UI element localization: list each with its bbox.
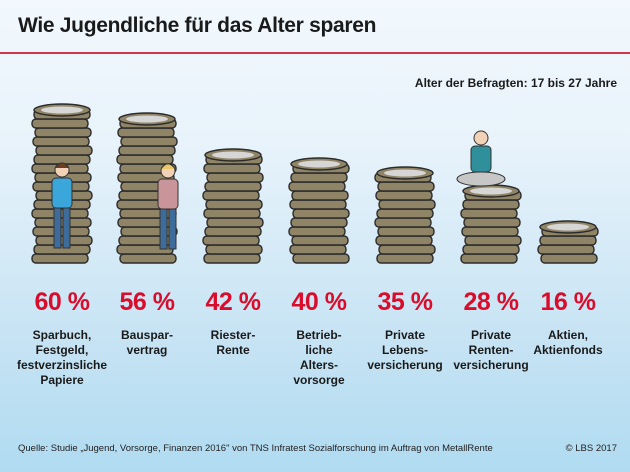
coin [288,226,346,237]
coin-stack [460,184,522,264]
coin [117,127,175,138]
chart-title: Wie Jugendliche für das Alter sparen [18,14,377,37]
coin [537,244,595,255]
coin [202,190,260,201]
coin [540,253,598,264]
coin [118,145,176,156]
coin [204,226,262,237]
value-label: 56 % [119,288,175,316]
coin [290,172,348,183]
coin [460,208,518,219]
coin [34,127,92,138]
value-label: 42 % [205,288,261,316]
coin [31,253,89,264]
coin-stack [537,220,599,264]
coin [461,226,519,237]
category-label: Private Lebens- versicherung [367,328,443,372]
category-label: Betrieb- liche Alters- vorsorge [293,328,345,387]
coin [206,172,264,183]
coin [119,253,177,264]
coin-stack [288,157,350,264]
coin-face [41,106,83,114]
coin [462,244,520,255]
coin [33,244,91,255]
coin [289,199,347,210]
value-label: 40 % [291,288,347,316]
coin-stack [202,148,264,264]
value-label: 60 % [34,288,90,316]
coin [291,235,349,246]
coin [464,235,522,246]
coin [202,235,260,246]
coin [119,208,177,219]
coin [376,253,434,264]
coin-stack-chart [31,103,599,264]
coin [539,235,597,246]
chart-subtitle: Alter der Befragten: 17 bis 27 Jahre [414,76,617,90]
coin [291,190,349,201]
value-label: 28 % [463,288,519,316]
coin [203,208,261,219]
coin [204,181,262,192]
coin [290,217,348,228]
value-label: 16 % [540,288,596,316]
coin-face [470,187,512,195]
coin-face [547,223,589,231]
coin [463,217,521,228]
young-man-figure [51,162,73,249]
coin [374,217,432,228]
coin [32,136,90,147]
coin [378,199,436,210]
coin [206,217,264,228]
coin [116,154,174,165]
coin [376,208,434,219]
coin [203,253,261,264]
coin-face [126,115,168,123]
coin-stack [374,166,436,264]
coin [205,199,263,210]
coin [288,181,346,192]
coin-face [212,151,254,159]
coin-stack [31,103,93,264]
coin [205,244,263,255]
category-label: Riester- Rente [210,328,256,357]
coin [462,199,520,210]
coin-face [384,169,426,177]
coin [378,244,436,255]
coin [375,190,433,201]
coin [377,226,435,237]
copyright: © LBS 2017 [565,443,617,454]
category-label: Bauspar- vertrag [120,328,173,357]
sitting-woman-figure [456,130,506,187]
title-divider [0,52,630,54]
coin [375,235,433,246]
coin [292,208,350,219]
category-label: Private Renten- versicherung [453,328,529,372]
coin [203,163,261,174]
coin [31,118,89,129]
coin [35,145,93,156]
coin [120,136,178,147]
source-note: Quelle: Studie „Jugend, Vorsorge, Finanz… [18,443,493,454]
coin [289,244,347,255]
coin [460,253,518,264]
category-label: Sparbuch, Festgeld, festverzinsliche Pap… [16,328,108,387]
value-label: 35 % [377,288,433,316]
coin-face [298,160,340,168]
coin [292,253,350,264]
coin [377,181,435,192]
category-label: Aktien, Aktienfonds [533,328,603,357]
young-woman-figure [157,163,179,250]
